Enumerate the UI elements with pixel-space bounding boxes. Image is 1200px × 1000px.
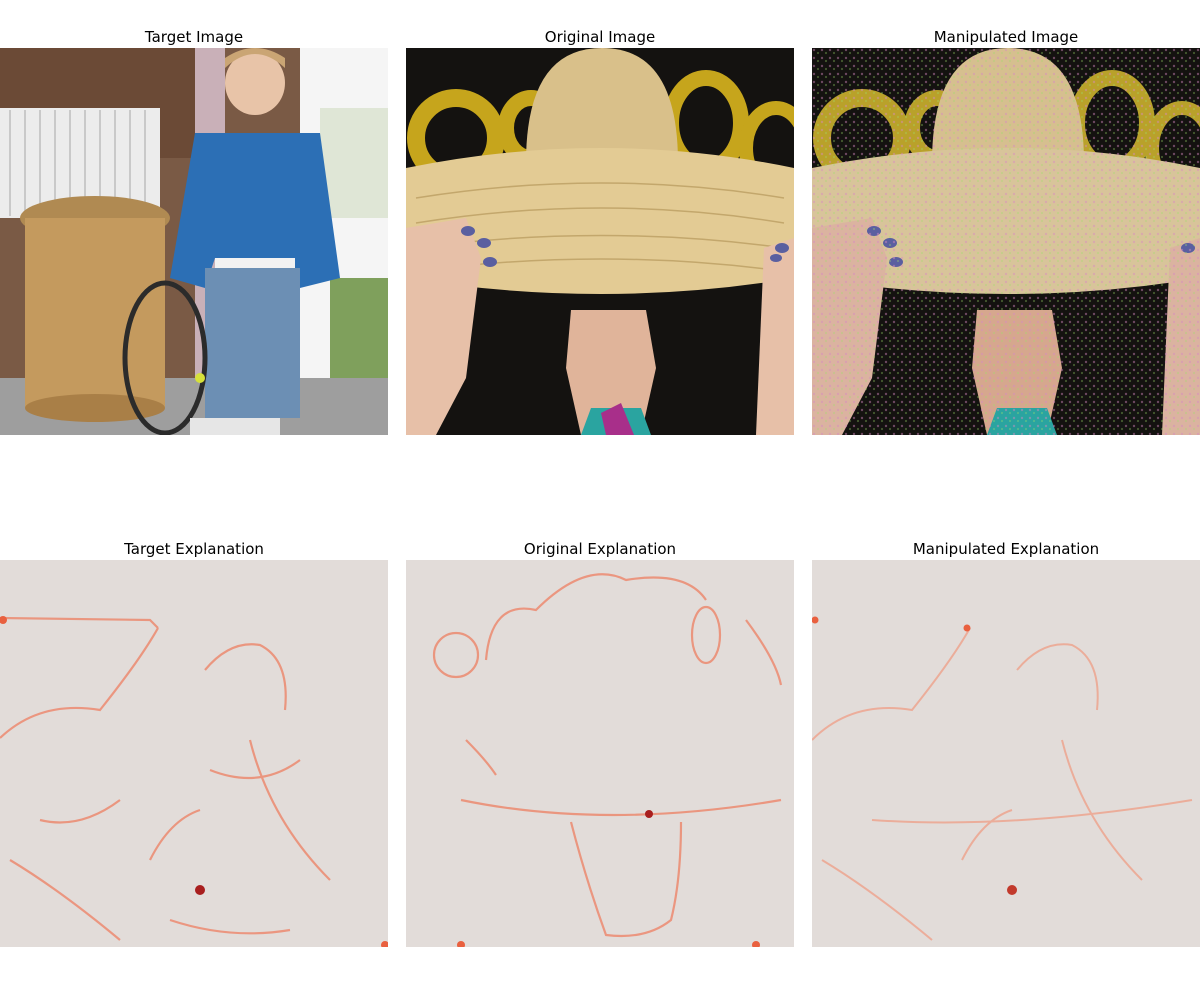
original-explanation [406, 560, 794, 947]
original-image [406, 48, 794, 435]
target-explanation [0, 560, 388, 947]
target-image [0, 48, 388, 435]
manipulated-explanation-heatmap [812, 560, 1200, 947]
panel-title: Manipulated Image [933, 28, 1079, 46]
manipulated-image-picture [812, 48, 1200, 435]
panel-title: Manipulated Explanation [912, 540, 1100, 558]
panel-title: Target Image [144, 28, 244, 46]
target-explanation-heatmap [0, 560, 388, 947]
manipulated-image [812, 48, 1200, 435]
panel-title: Original Image [544, 28, 656, 46]
target-image-picture [0, 48, 388, 435]
panel-title: Target Explanation [124, 540, 264, 558]
manipulated-explanation [812, 560, 1200, 947]
original-explanation-heatmap [406, 560, 794, 947]
original-image-picture [406, 48, 794, 435]
panel-title: Original Explanation [523, 540, 677, 558]
